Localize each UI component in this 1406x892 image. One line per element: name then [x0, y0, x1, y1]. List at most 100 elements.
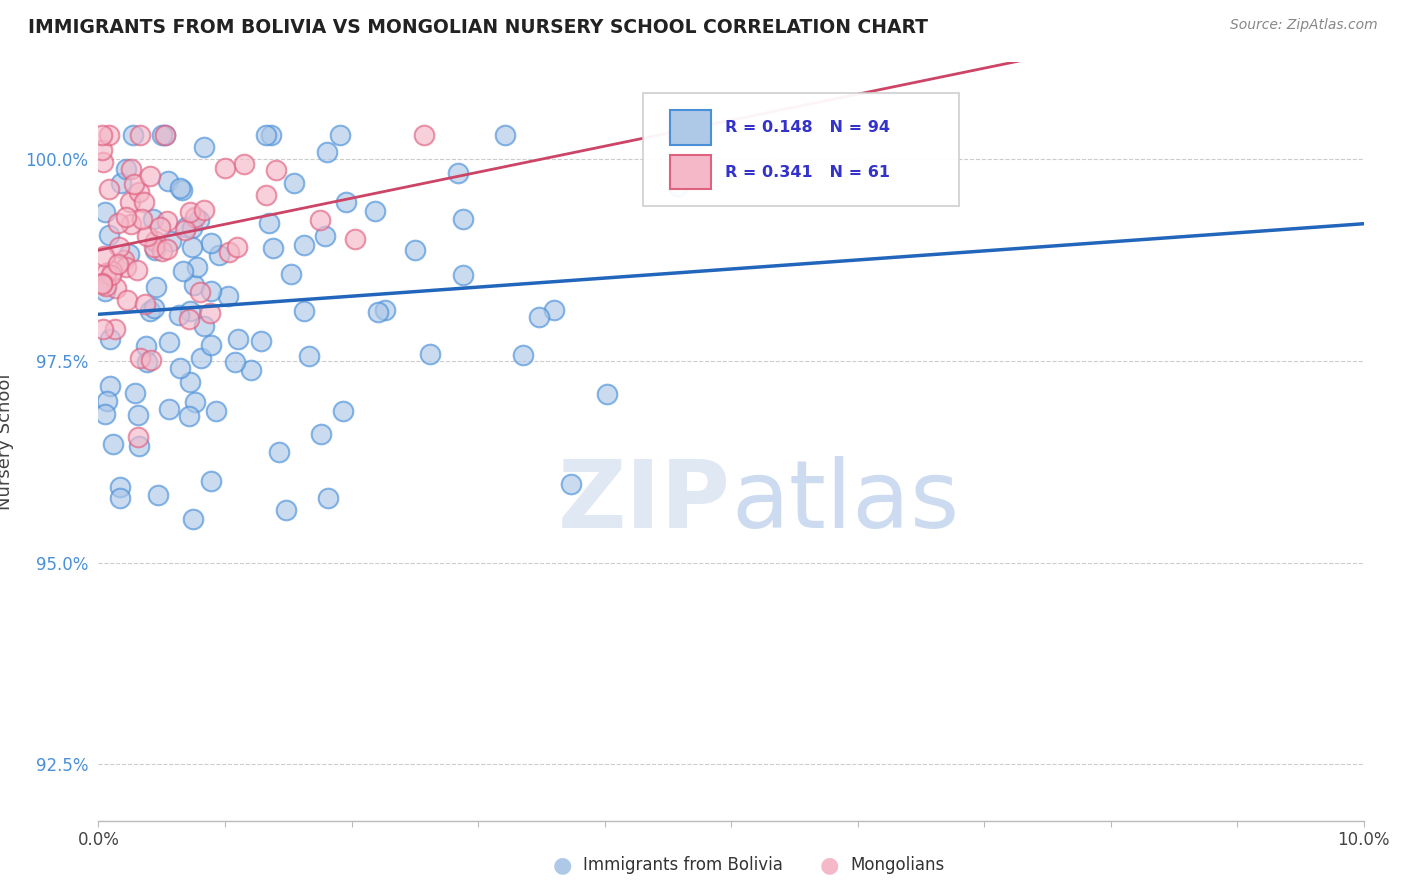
Point: [344, 232, 367, 246]
Point: [226, 240, 249, 254]
Point: [143, 301, 166, 315]
Point: [150, 244, 173, 259]
Point: [169, 308, 191, 322]
Point: [367, 304, 389, 318]
Point: [125, 263, 148, 277]
Point: [91, 276, 114, 290]
Point: [172, 264, 194, 278]
Text: IMMIGRANTS FROM BOLIVIA VS MONGOLIAN NURSERY SCHOOL CORRELATION CHART: IMMIGRANTS FROM BOLIVIA VS MONGOLIAN NUR…: [28, 18, 928, 37]
Point: [118, 195, 141, 210]
Point: [100, 332, 122, 346]
Text: ●: ●: [553, 855, 572, 875]
Point: [494, 128, 516, 142]
Point: [190, 285, 212, 299]
Point: [153, 128, 176, 142]
Point: [177, 409, 200, 423]
Point: [257, 217, 280, 231]
Point: [110, 177, 132, 191]
Point: [146, 488, 169, 502]
Point: [93, 249, 115, 263]
Point: [115, 210, 138, 224]
Point: [190, 351, 212, 365]
Point: [208, 248, 231, 262]
Point: [254, 187, 277, 202]
Point: [374, 302, 396, 317]
Point: [107, 216, 129, 230]
Point: [527, 310, 550, 324]
Point: [156, 214, 179, 228]
Point: [264, 162, 287, 177]
Point: [292, 304, 315, 318]
Point: [181, 511, 204, 525]
Point: [188, 212, 211, 227]
Point: [179, 375, 201, 389]
Point: [124, 385, 146, 400]
Point: [127, 408, 149, 422]
Point: [91, 277, 114, 292]
Point: [173, 223, 195, 237]
Point: [139, 353, 162, 368]
Point: [332, 404, 354, 418]
Point: [157, 334, 180, 349]
Text: Mongolians: Mongolians: [851, 856, 945, 874]
Point: [240, 362, 263, 376]
Text: atlas: atlas: [731, 456, 959, 549]
Point: [226, 332, 249, 346]
Point: [149, 220, 172, 235]
Point: [309, 426, 332, 441]
Point: [316, 145, 339, 159]
Point: [156, 242, 179, 256]
Point: [329, 128, 352, 142]
Point: [117, 247, 139, 261]
Point: [142, 240, 165, 254]
Point: [250, 334, 273, 348]
Point: [419, 347, 441, 361]
Text: R = 0.148   N = 94: R = 0.148 N = 94: [725, 120, 890, 136]
Point: [169, 361, 191, 376]
Point: [128, 351, 150, 365]
Point: [174, 219, 197, 234]
Point: [218, 244, 240, 259]
Bar: [671, 111, 711, 145]
Point: [91, 143, 114, 157]
Point: [134, 296, 156, 310]
Point: [283, 176, 305, 190]
Point: [200, 337, 222, 351]
Bar: [671, 154, 711, 189]
Point: [543, 302, 565, 317]
Point: [335, 195, 357, 210]
Text: Source: ZipAtlas.com: Source: ZipAtlas.com: [1230, 18, 1378, 32]
Point: [139, 169, 162, 183]
Point: [193, 140, 215, 154]
Point: [97, 128, 120, 142]
Point: [104, 322, 127, 336]
Point: [135, 228, 157, 243]
Point: [108, 480, 131, 494]
Point: [412, 128, 434, 142]
Point: [666, 179, 689, 194]
Point: [114, 260, 136, 274]
Point: [115, 293, 138, 308]
Point: [193, 318, 215, 333]
Point: [91, 128, 114, 142]
Point: [128, 439, 150, 453]
Point: [260, 128, 283, 142]
Point: [179, 304, 201, 318]
Point: [180, 220, 202, 235]
Point: [156, 174, 179, 188]
Point: [447, 166, 470, 180]
Point: [217, 289, 239, 303]
Text: R = 0.341   N = 61: R = 0.341 N = 61: [725, 165, 890, 180]
Point: [453, 268, 475, 282]
Point: [184, 210, 207, 224]
Point: [274, 503, 297, 517]
Point: [665, 128, 688, 142]
Point: [280, 268, 302, 282]
Point: [98, 379, 121, 393]
Point: [97, 227, 120, 242]
Point: [184, 395, 207, 409]
Point: [193, 202, 215, 217]
Point: [560, 477, 582, 491]
Point: [170, 183, 193, 197]
Point: [269, 444, 291, 458]
